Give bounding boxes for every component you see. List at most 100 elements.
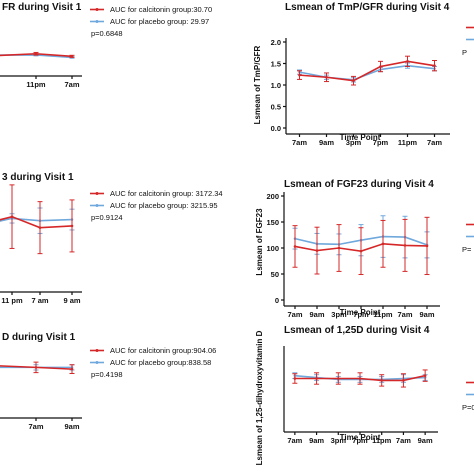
x-tick-label: 11pm	[26, 80, 46, 89]
data-point	[359, 249, 363, 253]
x-tick-label: 7am	[427, 138, 442, 147]
legend: AUC for calcitonin group:904.06 AUC for p…	[90, 346, 216, 379]
data-point	[433, 64, 436, 67]
data-point	[336, 377, 340, 380]
x-tick-label: 3pm	[331, 310, 347, 319]
series-calcitonin	[297, 55, 437, 86]
series-calcitonin	[0, 51, 75, 58]
legend-pvalue: p=0.6848	[91, 29, 123, 38]
x-tick-label: 9am	[319, 138, 334, 147]
data-point	[337, 246, 341, 250]
series-line-calcitonin	[299, 60, 435, 82]
chart-title: 3 during Visit 1	[2, 172, 74, 183]
data-point	[34, 52, 38, 56]
series-placebo	[0, 207, 75, 234]
series-calcitonin	[0, 361, 75, 374]
data-point	[70, 367, 74, 371]
y-tick-label: 0.5	[271, 103, 281, 112]
x-tick-label: 9 am	[63, 296, 80, 305]
chart-panel-p2: Lsmean of TmP/GFR during Visit 4 0.0 0.5 1.…	[253, 2, 474, 147]
data-point	[70, 224, 74, 228]
legend-marker	[95, 204, 99, 207]
chart-panel-p4: Lsmean of FGF23 during Visit 4 0 50 100 150 2…	[255, 179, 474, 319]
legend-pvalue: P	[462, 48, 467, 57]
y-axis-label: Lsmean of FGF23	[255, 208, 264, 276]
x-tick-label: 9am	[64, 422, 79, 431]
legend-label: AUC for calcitonin group:30.70	[110, 5, 212, 14]
x-tick-label: 11pm	[398, 138, 418, 147]
legend-pvalue: p=0.4198	[91, 370, 123, 379]
chart-panel-p1: FR during Visit 1 11pm 7am AUC for calciton…	[0, 2, 212, 89]
x-tick-label: 7am	[397, 310, 412, 319]
x-tick-label: 3pm	[346, 138, 362, 147]
data-point	[315, 249, 319, 252]
x-axis-label: Time Point	[340, 433, 381, 442]
series-calcitonin	[0, 184, 75, 255]
data-point	[315, 377, 318, 380]
data-point	[293, 245, 297, 248]
legend-pvalue: P=0.	[462, 403, 474, 412]
data-point	[425, 244, 429, 248]
y-axis-label: Lsmean of TmP/GFR	[253, 45, 262, 124]
chart-title: Lsmean of 1,25D during Visit 4	[284, 325, 430, 336]
data-point	[380, 379, 384, 382]
series-line-placebo	[0, 217, 73, 222]
data-point	[406, 60, 409, 63]
legend: P	[462, 26, 474, 57]
x-axis-label: Time Point	[340, 308, 381, 317]
data-point	[293, 377, 297, 380]
legend-label: AUC for placebo group: 3215.95	[110, 201, 218, 210]
y-tick-label: 100	[266, 244, 279, 253]
y-tick-label: 1.0	[271, 81, 281, 90]
x-tick-label: 7pm	[352, 436, 368, 445]
chart-panel-p6: Lsmean of 1,25D during Visit 4 7am 9am 3pm 7…	[255, 325, 474, 465]
x-tick-label: 11 pm	[1, 296, 23, 305]
chart-title: Lsmean of FGF23 during Visit 4	[284, 179, 434, 190]
data-point	[381, 242, 385, 246]
chart-panel-p3: 3 during Visit 1 11 pm 7 am 9 am AUC for cal…	[0, 172, 223, 305]
x-tick-label: 11pm	[372, 436, 392, 445]
x-tick-label: 7 am	[31, 296, 48, 305]
y-tick-label: 150	[266, 218, 279, 227]
legend-label: AUC for calcitonin group: 3172.34	[110, 189, 223, 198]
chart-title: Lsmean of TmP/GFR during Visit 4	[285, 2, 450, 13]
data-point	[352, 79, 355, 82]
data-point	[423, 374, 427, 377]
legend-marker	[95, 349, 99, 352]
x-tick-label: 7am	[287, 436, 302, 445]
series-calcitonin	[292, 369, 428, 388]
x-tick-label: 7pm	[373, 138, 389, 147]
data-point	[325, 75, 328, 79]
x-tick-label: 7am	[64, 80, 79, 89]
data-point	[38, 226, 42, 229]
series-line-calcitonin	[0, 215, 73, 229]
y-tick-label: 2.0	[271, 38, 281, 47]
data-point	[403, 244, 407, 247]
x-axis-label: Time Point	[340, 133, 381, 142]
legend-label: AUC for placebo group:838.58	[110, 358, 211, 367]
legend-marker	[95, 192, 99, 195]
legend-marker	[95, 20, 99, 23]
legend: P=	[462, 223, 474, 254]
data-point	[298, 73, 301, 77]
x-tick-label: 9am	[419, 310, 434, 319]
chart-title: FR during Visit 1	[2, 2, 82, 13]
x-tick-label: 9am	[309, 310, 324, 319]
x-tick-label: 11pm	[373, 310, 393, 319]
series-placebo	[297, 62, 437, 83]
series-calcitonin	[292, 216, 430, 276]
data-point	[10, 215, 14, 218]
x-tick-label: 7am	[292, 138, 307, 147]
data-point	[379, 65, 382, 68]
chart-title: D during Visit 1	[2, 332, 76, 343]
x-tick-label: 7am	[28, 422, 43, 431]
legend: AUC for calcitonin group:30.70 AUC for pl…	[90, 5, 212, 38]
x-tick-label: 3pm	[331, 436, 347, 445]
legend: AUC for calcitonin group: 3172.34 AUC for…	[90, 189, 223, 222]
legend-label: AUC for placebo group: 29.97	[110, 17, 209, 26]
x-tick-label: 7am	[287, 310, 302, 319]
data-point	[402, 379, 405, 382]
y-tick-label: 50	[271, 270, 279, 279]
x-tick-label: 7pm	[353, 310, 369, 319]
